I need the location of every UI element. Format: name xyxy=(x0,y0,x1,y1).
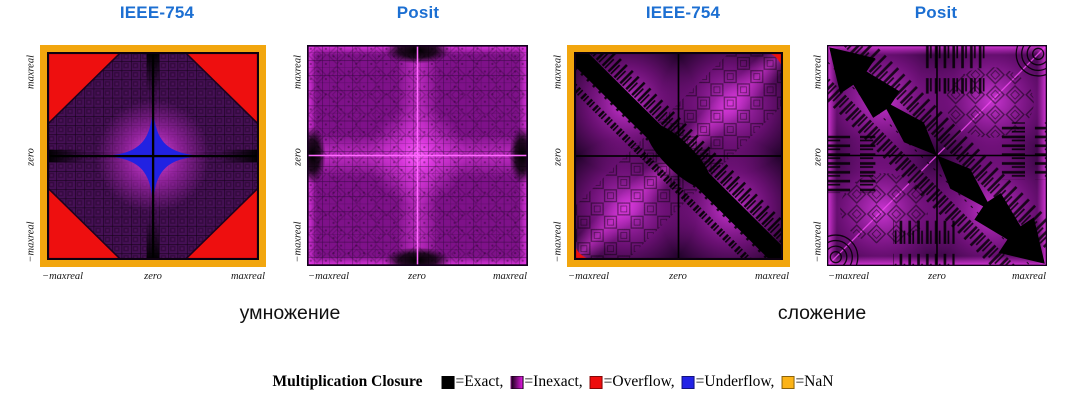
y-axis-label: −maxreal xyxy=(25,221,37,263)
legend-item-nan: =NaN xyxy=(774,373,833,391)
legend-item-label: =NaN xyxy=(795,373,834,390)
y-axis-label: maxreal xyxy=(292,54,304,90)
legend-swatch-nan xyxy=(781,375,795,389)
heatmap-posit-multiplication xyxy=(307,45,528,266)
legend-swatch-overflow xyxy=(589,375,603,389)
y-axis-label: maxreal xyxy=(25,54,37,90)
heatmap-image-ieee754-multiplication xyxy=(47,52,259,260)
legend-item-underflow: =Underflow, xyxy=(675,373,775,391)
y-axis-label: −maxreal xyxy=(292,221,304,263)
heatmap-ieee754-multiplication xyxy=(40,45,266,267)
legend-item-label: =Inexact, xyxy=(524,373,583,390)
y-axis-label: zero xyxy=(812,148,824,166)
caption-multiplication: умножение xyxy=(239,302,341,324)
y-axis-label: zero xyxy=(25,148,37,166)
legend: Multiplication Closure =Exact, =Inexact,… xyxy=(273,373,834,391)
legend-item-label: =Exact, xyxy=(455,373,504,390)
legend-item-label: =Overflow, xyxy=(603,373,675,390)
x-axis-label: zero xyxy=(928,271,946,282)
panel-title-posit-addition: Posit xyxy=(914,3,958,22)
legend-item-exact: =Exact, xyxy=(435,373,504,391)
x-axis-label: −maxreal xyxy=(828,271,870,282)
panel-title-ieee754-addition: IEEE-754 xyxy=(645,3,721,22)
y-axis-label: maxreal xyxy=(812,54,824,90)
y-axis-label: maxreal xyxy=(552,54,564,90)
panel-title-posit-multiplication: Posit xyxy=(396,3,440,22)
x-axis-label: maxreal xyxy=(754,271,789,282)
x-axis-label: maxreal xyxy=(1011,271,1046,282)
legend-swatch-underflow xyxy=(681,375,695,389)
x-axis-label: maxreal xyxy=(230,271,265,282)
heatmap-image-posit-multiplication xyxy=(307,45,528,266)
legend-item-inexact: =Inexact, xyxy=(503,373,583,391)
y-axis-label: −maxreal xyxy=(552,221,564,263)
heatmap-ieee754-addition xyxy=(567,45,790,267)
heatmap-posit-addition xyxy=(827,45,1047,266)
x-axis-label: −maxreal xyxy=(568,271,610,282)
x-axis-label: zero xyxy=(144,271,162,282)
heatmap-image-posit-addition xyxy=(827,45,1047,266)
legend-swatch-exact xyxy=(441,375,455,389)
y-axis-label: zero xyxy=(292,148,304,166)
legend-title: Multiplication Closure xyxy=(272,373,423,390)
legend-item-overflow: =Overflow, xyxy=(583,373,675,391)
y-axis-label: −maxreal xyxy=(812,221,824,263)
y-axis-label: zero xyxy=(552,148,564,166)
legend-item-label: =Underflow, xyxy=(695,373,775,390)
panel-title-ieee754-multiplication: IEEE-754 xyxy=(119,3,195,22)
heatmap-image-ieee754-addition xyxy=(574,52,783,260)
caption-addition: сложение xyxy=(777,302,867,324)
x-axis-label: zero xyxy=(669,271,687,282)
x-axis-label: −maxreal xyxy=(308,271,350,282)
x-axis-label: −maxreal xyxy=(42,271,84,282)
x-axis-label: zero xyxy=(408,271,426,282)
x-axis-label: maxreal xyxy=(492,271,527,282)
legend-swatch-inexact xyxy=(510,375,524,389)
